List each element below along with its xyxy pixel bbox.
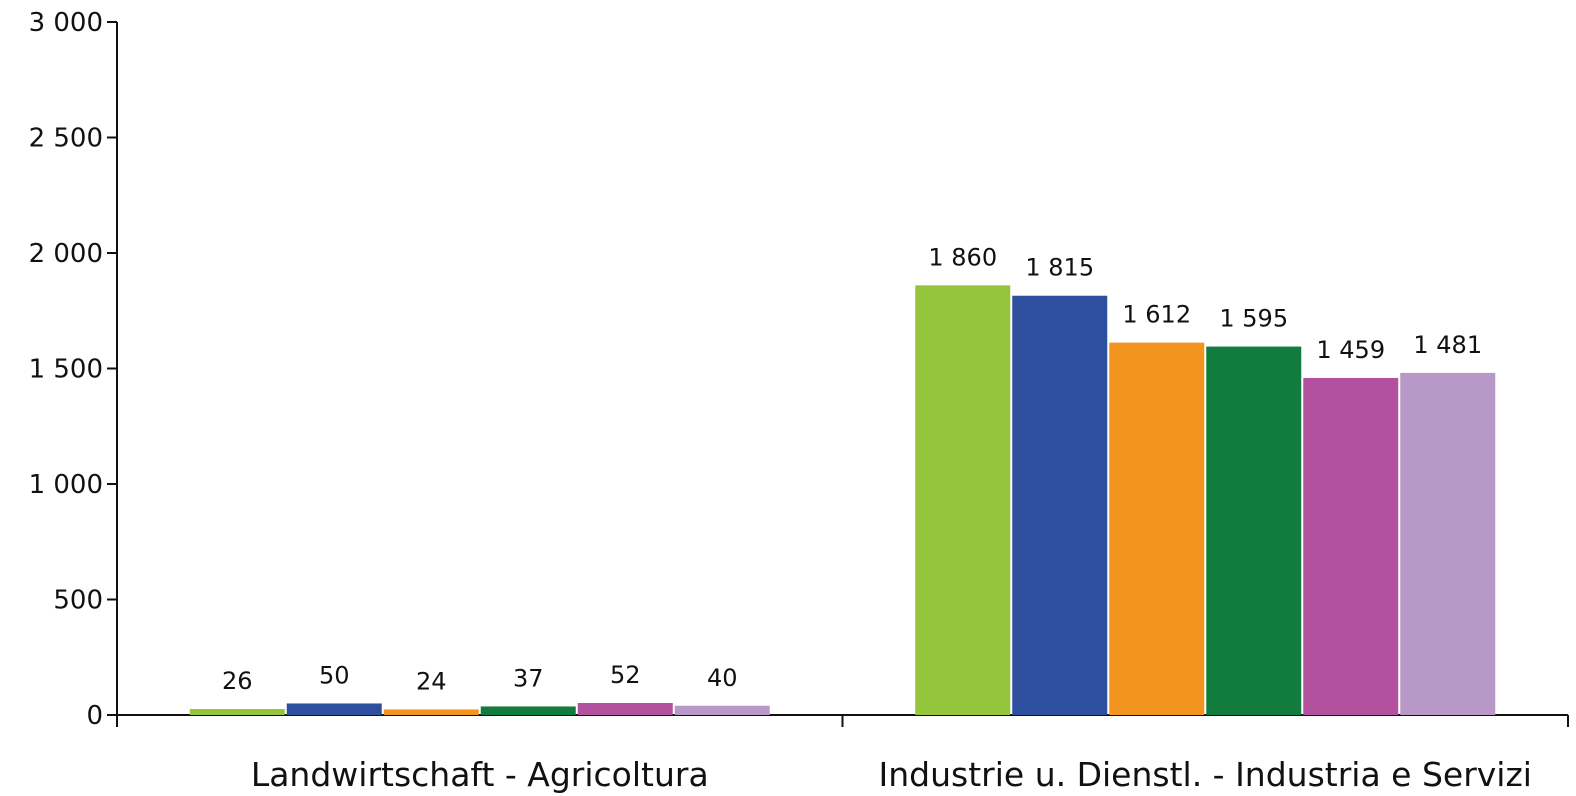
bar-value-label: 37 [513, 664, 544, 692]
y-tick-label: 1 000 [29, 470, 103, 500]
y-tick-label: 0 [86, 701, 103, 731]
y-tick-label: 500 [53, 586, 103, 616]
value-labels-group: 26 50 24 37 52 40 1 860 1 815 1 612 1 595 1 459 1 4… [222, 243, 1482, 695]
y-tick-label: 2 500 [29, 124, 103, 154]
bar [1206, 346, 1302, 715]
bar-value-label: 1 481 [1413, 331, 1482, 359]
category-labels-group: Landwirtschaft - Agricoltura Industrie u.… [251, 755, 1532, 794]
bar [674, 705, 770, 715]
bar-value-label: 40 [707, 664, 738, 692]
category-label: Industrie u. Dienstl. - Industria e Serv… [879, 755, 1532, 794]
bar [1303, 377, 1399, 715]
bar [189, 708, 285, 715]
category-label: Landwirtschaft - Agricoltura [251, 755, 709, 794]
bar [1109, 342, 1205, 715]
bar-value-label: 1 860 [928, 243, 997, 271]
bar-value-label: 50 [319, 661, 350, 689]
bar [480, 706, 576, 715]
y-axis-ticks: 0 500 1 000 1 500 2 000 2 500 3 000 [29, 8, 117, 731]
bar [1012, 295, 1108, 715]
bar-value-label: 1 612 [1122, 301, 1191, 329]
bar-value-label: 1 595 [1219, 305, 1288, 333]
bar-value-label: 26 [222, 667, 253, 695]
x-axis-ticks [116, 715, 1569, 727]
y-tick-label: 1 500 [29, 355, 103, 385]
bar-value-label: 1 459 [1316, 336, 1385, 364]
bar-value-label: 24 [416, 667, 447, 695]
bar [383, 709, 479, 715]
bar-value-label: 52 [610, 661, 641, 689]
bars-group [189, 285, 1496, 715]
bar-value-label: 1 815 [1025, 254, 1094, 282]
bar [577, 702, 673, 715]
bar [915, 285, 1011, 715]
y-tick-label: 2 000 [29, 239, 103, 269]
bar [1400, 372, 1496, 715]
bar [286, 703, 382, 715]
y-tick-label: 3 000 [29, 8, 103, 38]
